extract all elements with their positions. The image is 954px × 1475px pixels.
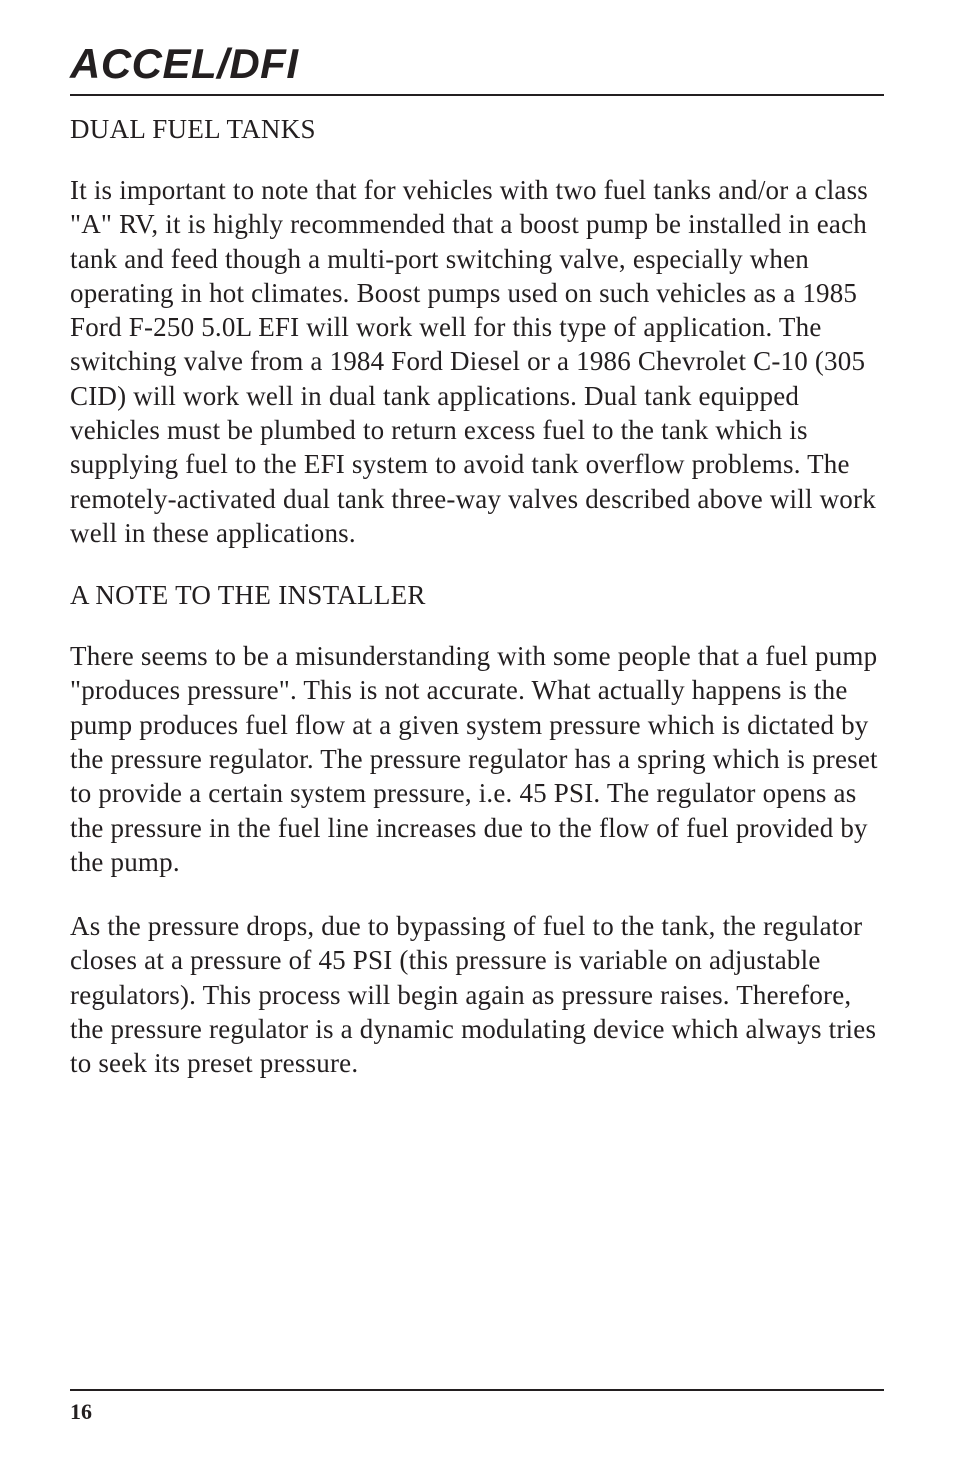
paragraph-installer-note-1: There seems to be a misunderstanding wit… — [70, 639, 884, 879]
header-divider — [70, 94, 884, 96]
footer-divider — [70, 1389, 884, 1391]
document-header-title: ACCEL/DFI — [70, 40, 884, 88]
section-heading-dual-fuel-tanks: DUAL FUEL TANKS — [70, 114, 884, 145]
page-footer: 16 — [70, 1389, 884, 1425]
section-heading-installer-note: A NOTE TO THE INSTALLER — [70, 580, 884, 611]
paragraph-installer-note-2: As the pressure drops, due to bypassing … — [70, 909, 884, 1080]
paragraph-dual-fuel-tanks: It is important to note that for vehicle… — [70, 173, 884, 550]
page-number: 16 — [70, 1399, 884, 1425]
page-container: ACCEL/DFI DUAL FUEL TANKS It is importan… — [0, 0, 954, 1475]
